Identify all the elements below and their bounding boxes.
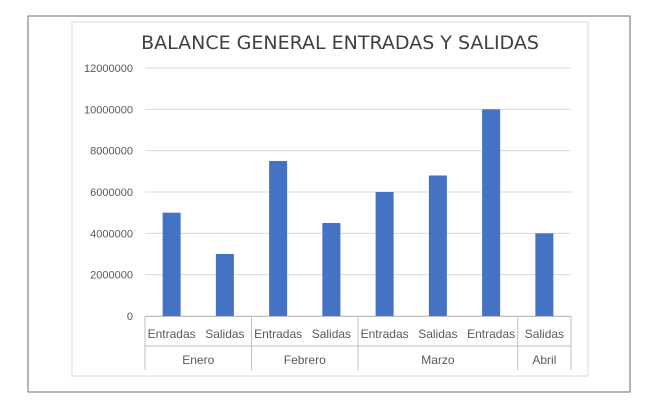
- x-category-label: Salidas: [205, 327, 244, 341]
- x-group-label: Marzo: [421, 353, 455, 367]
- bar: [215, 254, 234, 316]
- bars: [162, 109, 554, 316]
- bar: [375, 192, 394, 316]
- bar: [535, 233, 554, 316]
- y-tick-label: 6000000: [90, 187, 133, 199]
- x-category-label: Salidas: [312, 327, 351, 341]
- x-category-label: Entradas: [254, 327, 302, 341]
- chart-title: BALANCE GENERAL ENTRADAS Y SALIDAS: [141, 32, 539, 54]
- x-category-label: Salidas: [418, 327, 457, 341]
- bar: [162, 212, 181, 316]
- y-tick-label: 8000000: [90, 146, 133, 158]
- y-tick-label: 0: [127, 311, 133, 323]
- x-axis-category-labels: Entradas Salidas Entradas Salidas Entradas Sa…: [148, 327, 564, 341]
- y-tick-label: 4000000: [90, 228, 133, 240]
- y-tick-label: 10000000: [84, 104, 133, 116]
- chart-area: [71, 21, 589, 377]
- x-category-label: Salidas: [525, 327, 564, 341]
- y-tick-label: 2000000: [90, 270, 133, 282]
- x-group-label: Abril: [532, 353, 556, 367]
- x-axis-group-labels: Enero Febrero Marzo Abril: [144, 316, 572, 370]
- x-group-label: Febrero: [284, 353, 326, 367]
- x-category-label: Entradas: [467, 327, 515, 341]
- bar: [269, 161, 288, 316]
- x-category-label: Entradas: [361, 327, 409, 341]
- bar: [322, 223, 341, 316]
- x-category-label: Entradas: [148, 327, 196, 341]
- y-axis-tick-labels: 0 2000000 4000000 6000000 8000000 10000000 120…: [84, 63, 133, 323]
- bar: [482, 109, 501, 316]
- x-group-label: Enero: [182, 353, 214, 367]
- bar: [428, 175, 447, 316]
- y-tick-label: 12000000: [84, 63, 133, 75]
